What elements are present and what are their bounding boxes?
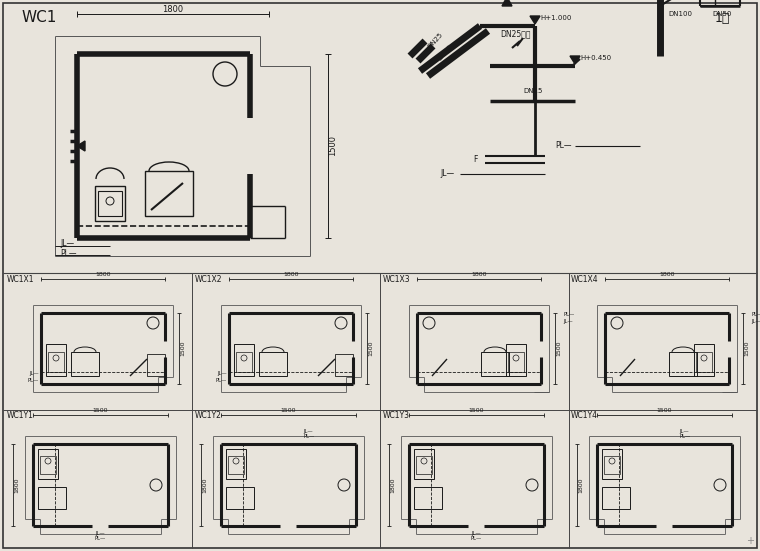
Text: PL—: PL—: [751, 312, 760, 317]
Text: PL—: PL—: [60, 249, 77, 257]
Text: JL—: JL—: [30, 371, 39, 376]
Bar: [71, 352, 99, 376]
Bar: [602, 487, 630, 509]
Text: WC1X4: WC1X4: [571, 274, 599, 284]
Text: JL—: JL—: [441, 170, 455, 179]
Polygon shape: [77, 141, 85, 151]
Text: DN25水表: DN25水表: [500, 30, 530, 39]
Bar: [40, 456, 56, 474]
Bar: [259, 352, 287, 376]
Text: WC1X1: WC1X1: [7, 274, 34, 284]
Text: PL—: PL—: [28, 377, 39, 382]
Text: 1800: 1800: [471, 273, 486, 278]
Text: 1800: 1800: [283, 273, 299, 278]
Text: H+1.000: H+1.000: [540, 15, 572, 21]
Text: PL—: PL—: [556, 142, 572, 150]
Text: 1500: 1500: [745, 341, 749, 356]
Bar: [95, 186, 125, 221]
Text: JL—: JL—: [217, 371, 227, 376]
Text: JL—: JL—: [679, 429, 689, 434]
Bar: [696, 352, 712, 372]
Text: WC1Y1: WC1Y1: [7, 412, 34, 420]
Text: 1800: 1800: [659, 273, 675, 278]
Text: WC1X3: WC1X3: [383, 274, 410, 284]
Text: 1500: 1500: [469, 408, 484, 413]
Text: 1800: 1800: [578, 477, 584, 493]
Text: 1800: 1800: [202, 477, 207, 493]
Text: WC1Y4: WC1Y4: [571, 412, 598, 420]
Text: PL—: PL—: [470, 536, 482, 541]
Bar: [147, 354, 165, 376]
Text: PL—: PL—: [679, 434, 690, 439]
Text: WC1Y3: WC1Y3: [383, 412, 410, 420]
Bar: [226, 487, 254, 509]
Text: WC1X2: WC1X2: [195, 274, 223, 284]
Text: JL—: JL—: [751, 318, 760, 323]
Bar: [38, 449, 58, 479]
Text: PL—: PL—: [216, 377, 227, 382]
Polygon shape: [502, 0, 512, 6]
Text: 1500: 1500: [328, 136, 337, 156]
Text: 1500: 1500: [556, 341, 562, 356]
Text: WC1: WC1: [22, 10, 57, 25]
Bar: [98, 191, 122, 216]
Bar: [145, 171, 193, 216]
Bar: [226, 449, 246, 479]
Text: JL—: JL—: [60, 240, 74, 249]
Text: WC1Y2: WC1Y2: [195, 412, 222, 420]
Bar: [602, 449, 622, 479]
Text: 1页: 1页: [714, 12, 730, 24]
Text: 1800: 1800: [95, 273, 111, 278]
Bar: [228, 456, 244, 474]
Text: DN15: DN15: [524, 88, 543, 94]
Text: 1500: 1500: [93, 408, 108, 413]
Text: JL—: JL—: [303, 429, 312, 434]
Text: 1800: 1800: [14, 477, 20, 493]
Text: 1500: 1500: [369, 341, 373, 356]
Text: JL—: JL—: [95, 531, 105, 536]
Bar: [234, 344, 254, 376]
Text: 1500: 1500: [181, 341, 185, 356]
Bar: [604, 456, 620, 474]
Text: 1800: 1800: [391, 477, 395, 493]
Text: +: +: [746, 536, 754, 546]
Polygon shape: [570, 56, 580, 64]
Bar: [38, 487, 66, 509]
Bar: [508, 352, 524, 372]
Text: PL—: PL—: [303, 434, 314, 439]
Bar: [236, 352, 252, 372]
Bar: [48, 352, 64, 372]
Text: JL—: JL—: [471, 531, 481, 536]
Bar: [694, 344, 714, 376]
Text: H+0.450: H+0.450: [580, 55, 611, 61]
Text: DN25: DN25: [426, 32, 444, 50]
Text: PL—: PL—: [563, 312, 575, 317]
Bar: [506, 344, 526, 376]
Bar: [414, 487, 442, 509]
Text: DN25: DN25: [436, 44, 454, 62]
Bar: [46, 344, 66, 376]
Text: PL—: PL—: [94, 536, 106, 541]
Bar: [416, 456, 432, 474]
Bar: [335, 354, 353, 376]
Text: F: F: [473, 155, 478, 165]
Text: JL—: JL—: [563, 318, 572, 323]
Text: DN50: DN50: [712, 11, 732, 17]
Text: 1800: 1800: [163, 4, 184, 14]
Text: 1500: 1500: [657, 408, 673, 413]
Text: DN100: DN100: [668, 11, 692, 17]
Polygon shape: [530, 16, 540, 24]
Text: 1500: 1500: [280, 408, 296, 413]
Bar: [481, 352, 509, 376]
Bar: [414, 449, 434, 479]
Bar: [669, 352, 697, 376]
